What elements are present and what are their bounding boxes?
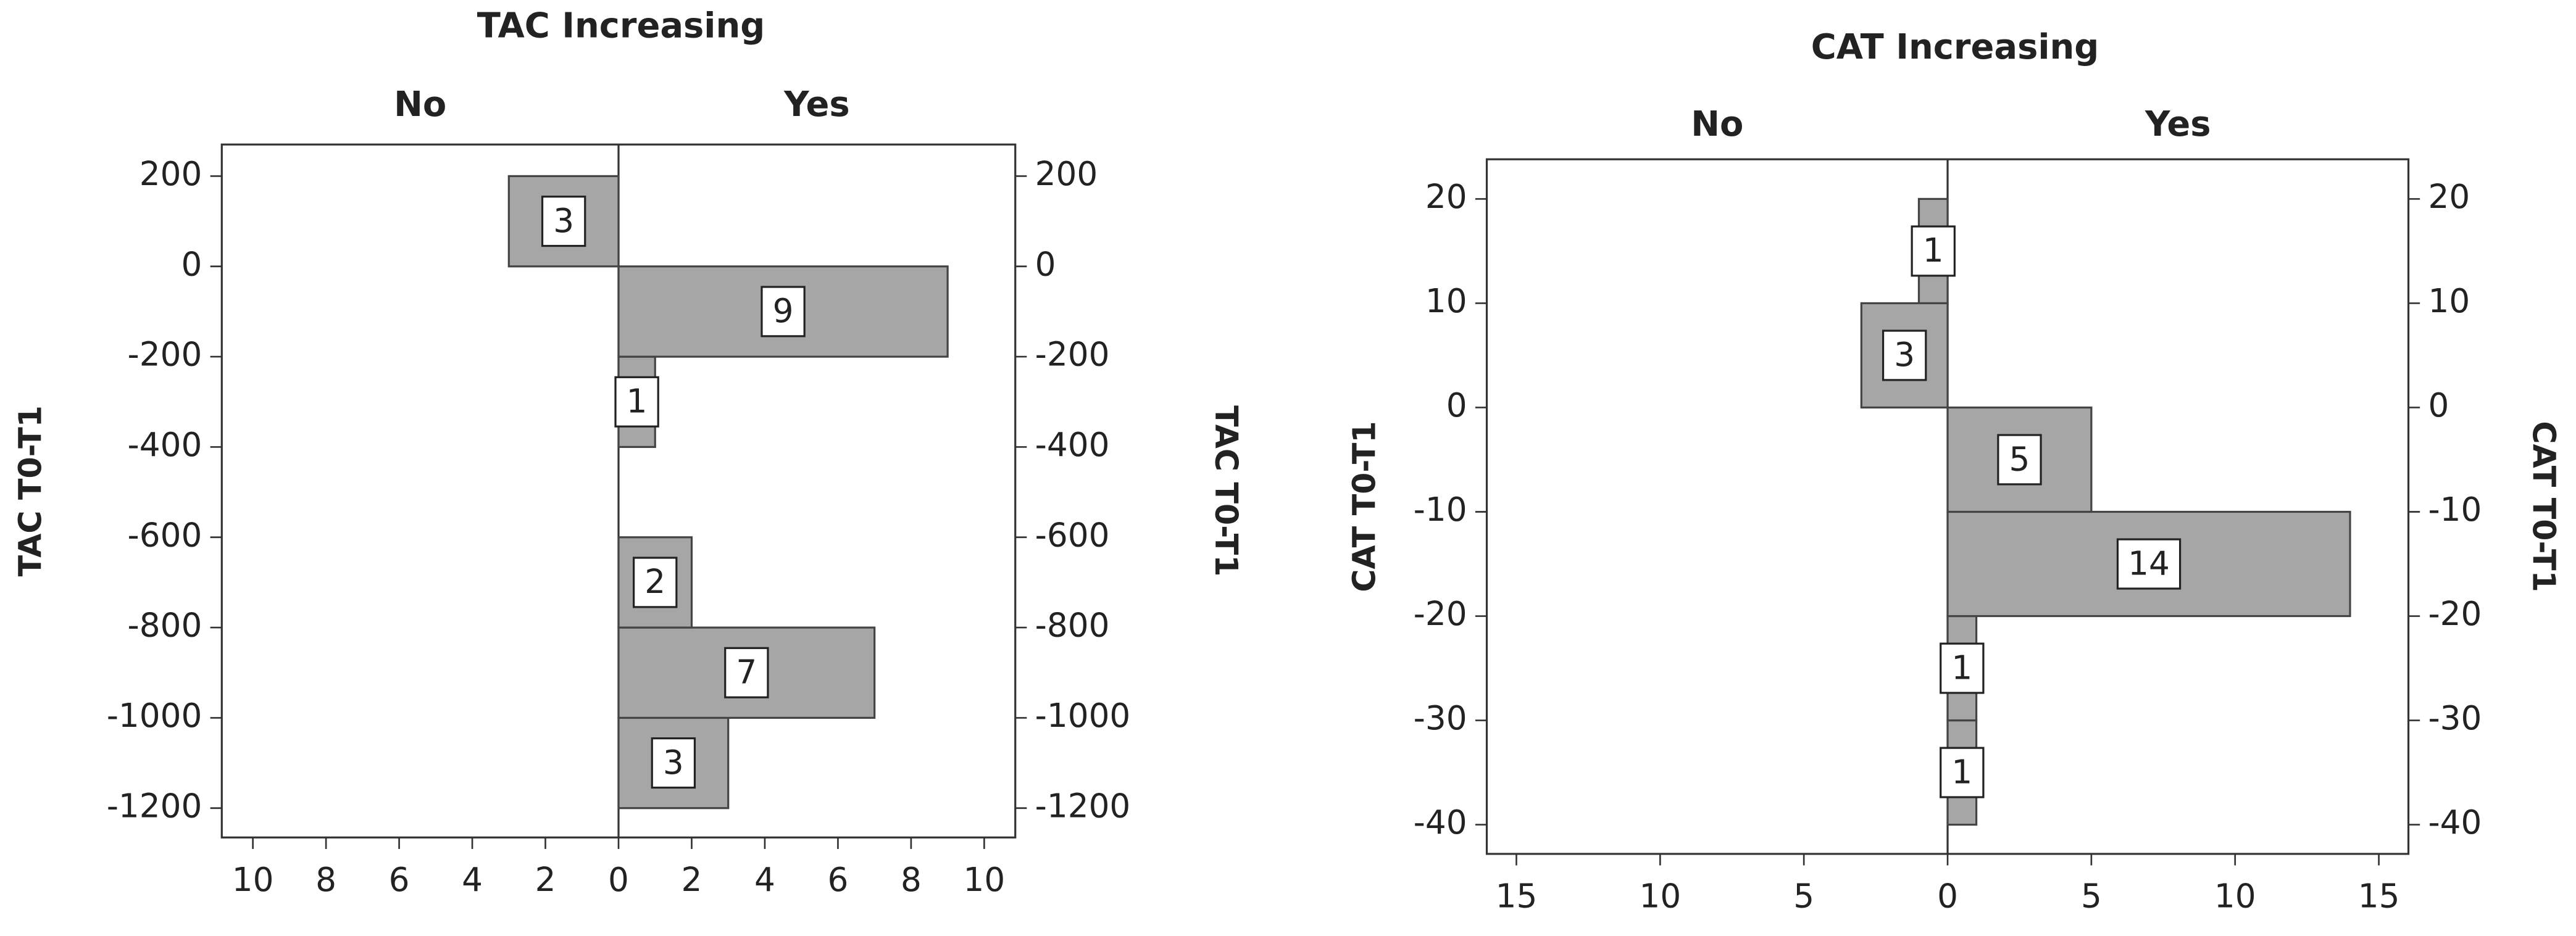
y2-tick-label: 20 bbox=[2428, 178, 2470, 216]
x-tick-label: 5 bbox=[1793, 877, 1814, 915]
y-tick-label: -600 bbox=[128, 516, 202, 554]
y2-axis-title: TAC T0-T1 bbox=[1208, 405, 1244, 576]
data-label-box bbox=[1940, 747, 1985, 798]
x-tick-label: 2 bbox=[682, 861, 702, 899]
y-tick-label: 200 bbox=[140, 155, 202, 193]
y-axis-title: TAC T0-T1 bbox=[12, 405, 49, 576]
data-label-box bbox=[2116, 538, 2182, 590]
y-tick-label: -1000 bbox=[107, 697, 202, 735]
data-label: 14 bbox=[2128, 544, 2170, 582]
y2-tick-label: 200 bbox=[1035, 155, 1098, 193]
x-tick-label: 4 bbox=[462, 861, 483, 899]
y2-tick-label: -600 bbox=[1035, 516, 1110, 554]
y2-tick-label: -800 bbox=[1035, 607, 1110, 645]
side-label: Yes bbox=[783, 85, 849, 125]
y2-tick-label: -200 bbox=[1035, 336, 1110, 374]
y-tick-label: 0 bbox=[181, 245, 202, 283]
data-label: 1 bbox=[627, 383, 648, 421]
y-tick-label: -10 bbox=[1414, 491, 1467, 529]
y2-tick-label: -30 bbox=[2428, 699, 2482, 737]
y-tick-label: -400 bbox=[128, 426, 202, 464]
data-label: 2 bbox=[644, 563, 665, 601]
y2-tick-label: -400 bbox=[1035, 426, 1110, 464]
y2-tick-label: -40 bbox=[2428, 803, 2482, 842]
x-tick-label: 6 bbox=[827, 861, 848, 899]
y-tick-label: 0 bbox=[1446, 386, 1467, 425]
y2-tick-label: -10 bbox=[2428, 491, 2482, 529]
y2-tick-label: -1200 bbox=[1035, 787, 1131, 825]
data-label: 7 bbox=[736, 653, 757, 692]
y-tick-label: 20 bbox=[1425, 178, 1467, 216]
x-tick-label: 15 bbox=[2358, 877, 2400, 915]
y2-tick-label: -20 bbox=[2428, 595, 2482, 633]
side-label: No bbox=[394, 85, 446, 125]
y-tick-label: -200 bbox=[128, 336, 202, 374]
y2-tick-label: 0 bbox=[2428, 386, 2449, 425]
chart-title: CAT Increasing bbox=[1811, 27, 2099, 67]
data-label: 1 bbox=[1951, 753, 1972, 791]
x-tick-label: 4 bbox=[754, 861, 775, 899]
data-label-box bbox=[1911, 225, 1956, 277]
y2-tick-label: 10 bbox=[2428, 282, 2470, 320]
data-label: 5 bbox=[2009, 440, 2030, 478]
data-label-box bbox=[1940, 642, 1985, 694]
y-tick-label: -800 bbox=[128, 607, 202, 645]
data-label: 3 bbox=[1894, 336, 1915, 374]
y-tick-label: 10 bbox=[1425, 282, 1467, 320]
data-label: 1 bbox=[1923, 231, 1944, 270]
data-label-box bbox=[724, 647, 769, 698]
data-label-box bbox=[541, 196, 586, 247]
data-label: 3 bbox=[553, 202, 574, 240]
x-tick-label: 0 bbox=[1937, 877, 1958, 915]
y-tick-label: -30 bbox=[1414, 699, 1467, 737]
y2-tick-label: -1000 bbox=[1035, 697, 1131, 735]
x-tick-label: 5 bbox=[2081, 877, 2102, 915]
data-label: 3 bbox=[663, 743, 684, 782]
side-label: Yes bbox=[2145, 104, 2211, 144]
data-label-box bbox=[1882, 329, 1927, 381]
data-label: 9 bbox=[773, 292, 794, 330]
x-tick-label: 15 bbox=[1496, 877, 1538, 915]
data-label-box bbox=[1997, 434, 2042, 486]
data-label-box bbox=[761, 286, 806, 338]
x-tick-label: 2 bbox=[535, 861, 556, 899]
y-tick-label: -20 bbox=[1414, 595, 1467, 633]
data-label-box bbox=[633, 557, 678, 608]
data-label-box bbox=[651, 737, 696, 789]
x-tick-label: 10 bbox=[2214, 877, 2256, 915]
x-tick-label: 10 bbox=[963, 861, 1005, 899]
x-tick-label: 8 bbox=[315, 861, 336, 899]
data-label: 1 bbox=[1951, 648, 1972, 687]
x-tick-label: 10 bbox=[1639, 877, 1681, 915]
chart-title: TAC Increasing bbox=[477, 6, 765, 46]
data-label-box bbox=[614, 376, 659, 428]
y-tick-label: -1200 bbox=[107, 787, 202, 825]
x-tick-label: 0 bbox=[608, 861, 629, 899]
x-tick-label: 10 bbox=[232, 861, 274, 899]
bar bbox=[1946, 406, 2093, 513]
y-tick-label: -40 bbox=[1414, 803, 1467, 842]
x-tick-label: 6 bbox=[389, 861, 410, 899]
y2-axis-title: CAT T0-T1 bbox=[2526, 421, 2562, 592]
x-tick-label: 8 bbox=[901, 861, 922, 899]
side-label: No bbox=[1691, 104, 1743, 144]
y2-tick-label: 0 bbox=[1035, 245, 1056, 283]
y-axis-title: CAT T0-T1 bbox=[1346, 421, 1383, 592]
